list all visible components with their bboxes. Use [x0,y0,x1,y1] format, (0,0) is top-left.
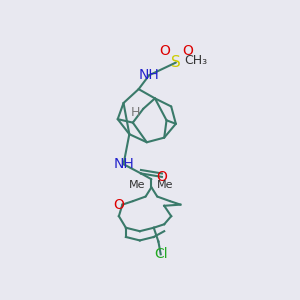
Text: NH: NH [139,68,160,82]
Text: O: O [113,198,124,212]
Text: O: O [182,44,193,58]
Text: Cl: Cl [154,247,167,261]
Text: NH: NH [113,157,134,171]
Text: H: H [130,106,140,119]
Text: CH₃: CH₃ [184,54,207,67]
Text: Me: Me [129,180,146,190]
Text: O: O [157,170,167,184]
Text: O: O [159,44,170,58]
Text: Me: Me [157,180,174,190]
Text: S: S [171,55,181,70]
